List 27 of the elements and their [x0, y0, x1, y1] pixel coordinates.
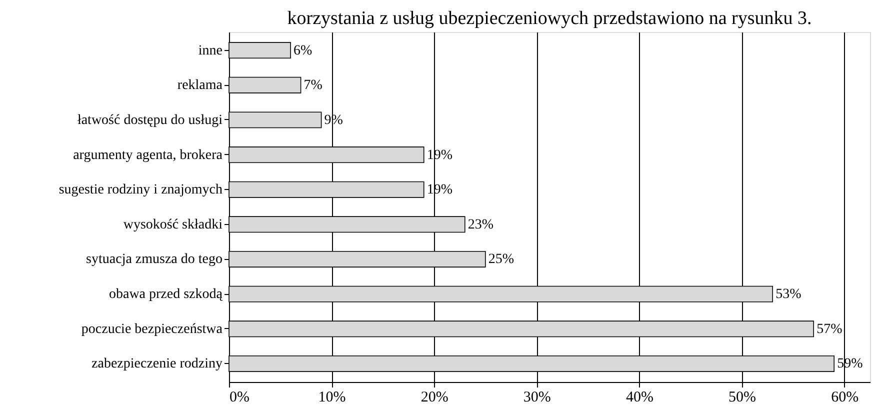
y-tick-label: zabezpieczenie rodziny — [92, 356, 222, 372]
data-label: 6% — [294, 43, 313, 58]
y-tick-label: inne — [198, 43, 222, 58]
data-label: 57% — [816, 322, 843, 337]
x-tick-label: 60% — [831, 390, 859, 406]
x-tick-label: 20% — [420, 390, 448, 406]
y-tick-label: argumenty agenta, brokera — [73, 148, 224, 163]
bar — [228, 112, 322, 128]
y-tick-label: wysokość składki — [123, 217, 223, 232]
x-tick-label: 10% — [318, 390, 346, 406]
x-tick-label: 40% — [626, 390, 654, 406]
y-tick-label: sugestie rodziny i znajomych — [58, 182, 222, 198]
y-tick-label: łatwość dostępu do usługi — [77, 112, 223, 128]
data-label: 7% — [304, 78, 323, 94]
bar — [228, 42, 291, 59]
y-tick-label: poczucie bezpieczeństwa — [81, 322, 224, 337]
x-tick-label: 30% — [523, 390, 551, 406]
y-tick-label: reklama — [177, 78, 224, 94]
y-tick-label: obawa przed szkodą — [108, 287, 224, 302]
bar — [228, 76, 302, 94]
data-label: 53% — [776, 287, 802, 302]
y-tick-label: sytuacja zmusza do tego — [86, 252, 222, 268]
x-tick-label: 0% — [230, 390, 250, 406]
data-label: 23% — [468, 217, 494, 232]
text: korzystania z usług ubezpieczeniowych przedstawiono na rysunku 3. — [287, 8, 812, 29]
data-label: 25% — [488, 252, 514, 268]
x-tick-label: 50% — [728, 390, 756, 406]
